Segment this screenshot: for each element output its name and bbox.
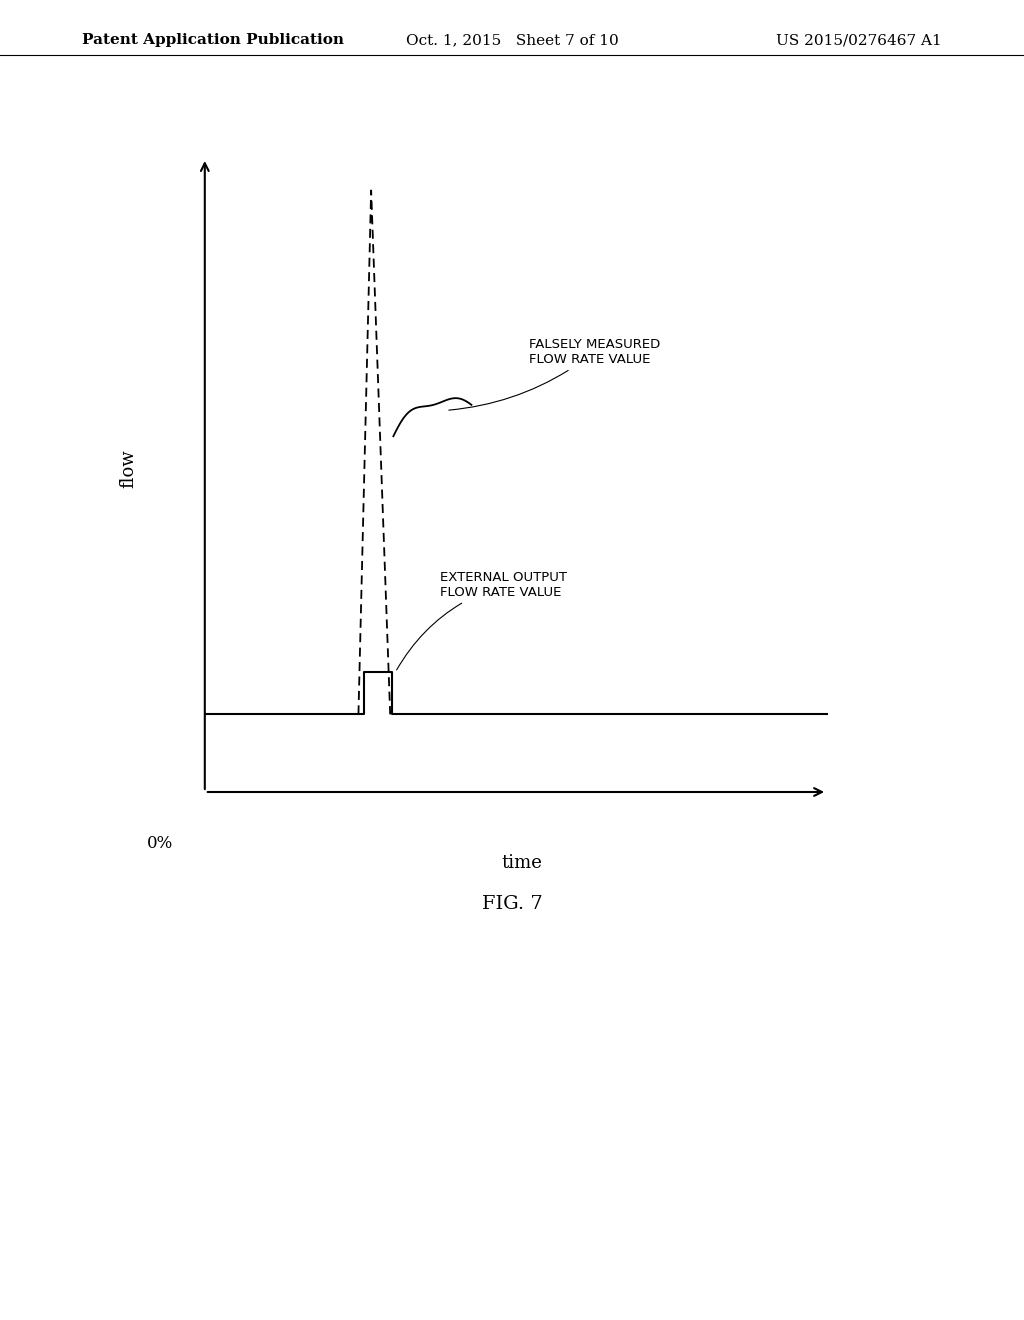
Text: EXTERNAL OUTPUT
FLOW RATE VALUE: EXTERNAL OUTPUT FLOW RATE VALUE — [396, 572, 566, 671]
Text: FALSELY MEASURED
FLOW RATE VALUE: FALSELY MEASURED FLOW RATE VALUE — [449, 338, 659, 411]
Text: 0%: 0% — [147, 836, 173, 853]
Text: FIG. 7: FIG. 7 — [481, 895, 543, 913]
Text: time: time — [502, 854, 543, 873]
Text: Oct. 1, 2015   Sheet 7 of 10: Oct. 1, 2015 Sheet 7 of 10 — [406, 33, 618, 48]
Text: US 2015/0276467 A1: US 2015/0276467 A1 — [776, 33, 942, 48]
Text: flow: flow — [120, 449, 137, 488]
Text: Patent Application Publication: Patent Application Publication — [82, 33, 344, 48]
